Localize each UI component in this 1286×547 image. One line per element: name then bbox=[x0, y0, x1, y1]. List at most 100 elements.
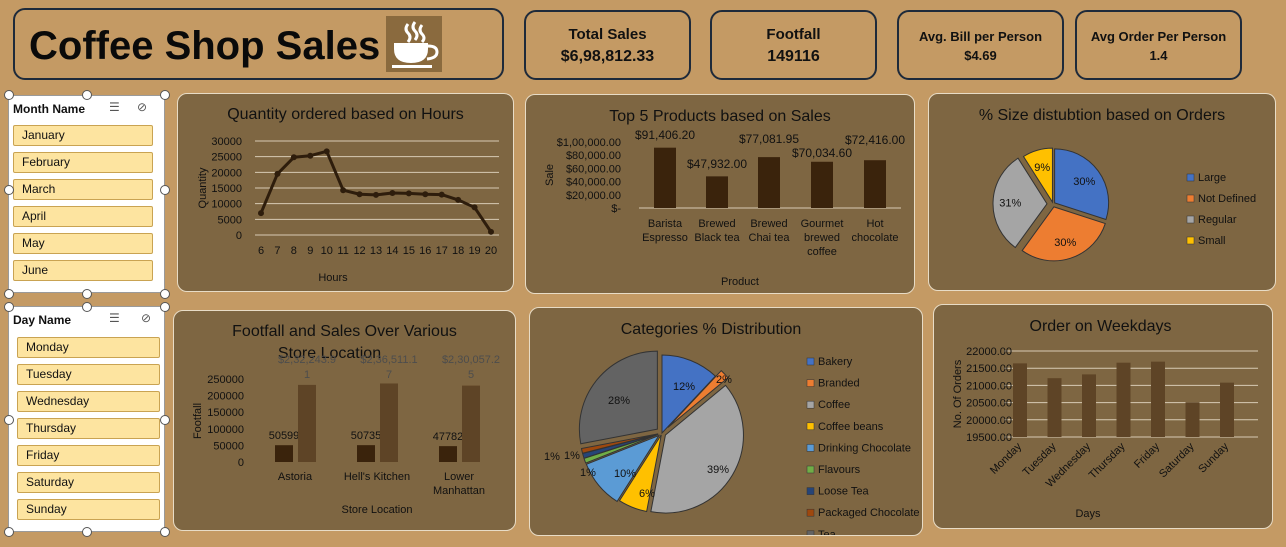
resize-handle[interactable] bbox=[4, 90, 14, 100]
slicer-item-friday[interactable]: Friday bbox=[17, 445, 160, 466]
x-tick-label: brewed bbox=[804, 232, 840, 244]
resize-handle[interactable] bbox=[4, 289, 14, 299]
pie-slice bbox=[650, 384, 744, 514]
x-tick-label: 14 bbox=[386, 245, 398, 257]
y-tick-label: 200000 bbox=[207, 391, 244, 403]
x-tick-label: Thursday bbox=[1087, 440, 1128, 481]
bar bbox=[1151, 361, 1165, 437]
top5-bar-chart: $1,00,000.00$80,000.00$60,000.00 $40,000.… bbox=[544, 128, 905, 288]
resize-handle[interactable] bbox=[4, 527, 14, 537]
footfall-bar bbox=[275, 445, 293, 462]
resize-handle[interactable] bbox=[4, 415, 14, 425]
resize-handle[interactable] bbox=[160, 185, 170, 195]
y-tick-label: 0 bbox=[236, 230, 242, 242]
resize-handle[interactable] bbox=[160, 527, 170, 537]
y-axis-label: Quantity bbox=[197, 167, 209, 208]
y-tick-label: 100000 bbox=[207, 424, 244, 436]
slicer-item-june[interactable]: June bbox=[13, 260, 153, 281]
legend-swatch bbox=[1186, 215, 1195, 224]
x-tick-label: Astoria bbox=[278, 471, 313, 483]
sales-bar bbox=[298, 384, 316, 462]
y-axis-label: Footfall bbox=[192, 403, 204, 439]
slice-label: 30% bbox=[1073, 176, 1095, 188]
bar bbox=[1013, 363, 1027, 437]
slicer-item-february[interactable]: February bbox=[13, 152, 153, 173]
resize-handle[interactable] bbox=[82, 289, 92, 299]
resize-handle[interactable] bbox=[4, 185, 14, 195]
resize-handle[interactable] bbox=[160, 415, 170, 425]
slicer-item-wednesday[interactable]: Wednesday bbox=[17, 391, 160, 412]
x-tick-label: Barista bbox=[648, 218, 683, 230]
chart-title: % Size distubtion based on Orders bbox=[978, 107, 1226, 124]
legend-label: Drinking Chocolate bbox=[818, 442, 911, 454]
y-tick-label: 10000 bbox=[211, 199, 242, 211]
multi-select-icon[interactable]: ☰ bbox=[109, 100, 120, 114]
resize-handle[interactable] bbox=[82, 302, 92, 312]
legend-swatch bbox=[806, 465, 815, 474]
y-tick-label: 50000 bbox=[213, 440, 244, 452]
data-label: 1 bbox=[304, 369, 310, 381]
slice-label: 2% bbox=[716, 374, 732, 386]
slicer-item-thursday[interactable]: Thursday bbox=[17, 418, 160, 439]
chart-title: Store Location bbox=[277, 345, 382, 362]
data-label: 50735 bbox=[351, 430, 382, 442]
kpi-total-sales: Total Sales $6,98,812.33 bbox=[524, 10, 691, 80]
slice-label: 28% bbox=[608, 395, 630, 407]
x-tick-label: Sunday bbox=[1196, 440, 1231, 475]
x-tick-label: Espresso bbox=[642, 232, 688, 244]
x-axis-label: Days bbox=[1075, 508, 1101, 520]
slicer-item-saturday[interactable]: Saturday bbox=[17, 472, 160, 493]
slicer-item-january[interactable]: January bbox=[13, 125, 153, 146]
bar bbox=[1082, 374, 1096, 437]
y-tick-label: 20000 bbox=[211, 167, 242, 179]
data-point bbox=[274, 170, 281, 177]
bar bbox=[1047, 378, 1062, 437]
multi-select-icon[interactable]: ☰ bbox=[109, 311, 120, 325]
x-tick-label: 13 bbox=[370, 245, 382, 257]
pie-slice bbox=[585, 434, 661, 503]
y-tick-label: $20,000.00 bbox=[566, 190, 621, 202]
footfall-bar bbox=[357, 445, 375, 462]
slicer-item-sunday[interactable]: Sunday bbox=[17, 499, 160, 520]
resize-handle[interactable] bbox=[160, 90, 170, 100]
resize-handle[interactable] bbox=[82, 527, 92, 537]
resize-handle[interactable] bbox=[82, 90, 92, 100]
legend-label: Flavours bbox=[818, 464, 861, 476]
data-point bbox=[356, 191, 363, 198]
month-slicer[interactable]: Month Name ☰ ⊘ January February March Ap… bbox=[8, 95, 165, 293]
chart-footfall-panel[interactable]: Footfall and Sales Over Various Store Lo… bbox=[173, 310, 516, 531]
bar bbox=[758, 157, 780, 208]
slice-label: 6% bbox=[639, 488, 655, 500]
legend-label: Not Defined bbox=[1198, 193, 1256, 205]
x-tick-label: 15 bbox=[403, 245, 415, 257]
y-tick-label: 5000 bbox=[218, 214, 242, 226]
clear-filter-icon[interactable]: ⊘ bbox=[137, 100, 148, 114]
x-tick-label: 11 bbox=[337, 245, 348, 257]
y-tick-label: 22000.00 bbox=[966, 346, 1012, 358]
y-axis-label: Sale bbox=[544, 164, 556, 186]
x-tick-label: 7 bbox=[274, 245, 280, 257]
clear-filter-icon[interactable]: ⊘ bbox=[141, 311, 152, 325]
chart-size-panel[interactable]: % Size distubtion based on Orders 30% 30%… bbox=[928, 93, 1276, 291]
slicer-item-may[interactable]: May bbox=[13, 233, 153, 254]
slicer-item-tuesday[interactable]: Tuesday bbox=[17, 364, 160, 385]
resize-handle[interactable] bbox=[4, 302, 14, 312]
coffee-cup-icon bbox=[386, 16, 442, 72]
day-slicer[interactable]: Day Name ☰ ⊘ Monday Tuesday Wednesday Th… bbox=[8, 306, 165, 532]
chart-weekdays-panel[interactable]: Order on Weekdays 22000.00 21500.00 21000.… bbox=[933, 304, 1273, 529]
slicer-item-monday[interactable]: Monday bbox=[17, 337, 160, 358]
x-tick-label: 19 bbox=[468, 245, 480, 257]
slicer-header: Day Name bbox=[13, 313, 72, 327]
chart-hours-panel[interactable]: Quantity ordered based on Hours 30000 250… bbox=[177, 93, 514, 292]
y-tick-label: $40,000.00 bbox=[566, 177, 621, 189]
slice-label: 12% bbox=[673, 381, 695, 393]
resize-handle[interactable] bbox=[160, 302, 170, 312]
y-tick-label: 250000 bbox=[207, 374, 244, 386]
slicer-item-march[interactable]: March bbox=[13, 179, 153, 200]
data-label: $70,034.60 bbox=[792, 146, 852, 160]
data-point bbox=[290, 154, 297, 161]
slicer-item-april[interactable]: April bbox=[13, 206, 153, 227]
resize-handle[interactable] bbox=[160, 289, 170, 299]
chart-top5-panel[interactable]: Top 5 Products based on Sales $1,00,000.… bbox=[525, 94, 915, 294]
chart-categories-panel[interactable]: Categories % Distribution 12% 2% 39% 6% 10% 1… bbox=[529, 307, 923, 536]
